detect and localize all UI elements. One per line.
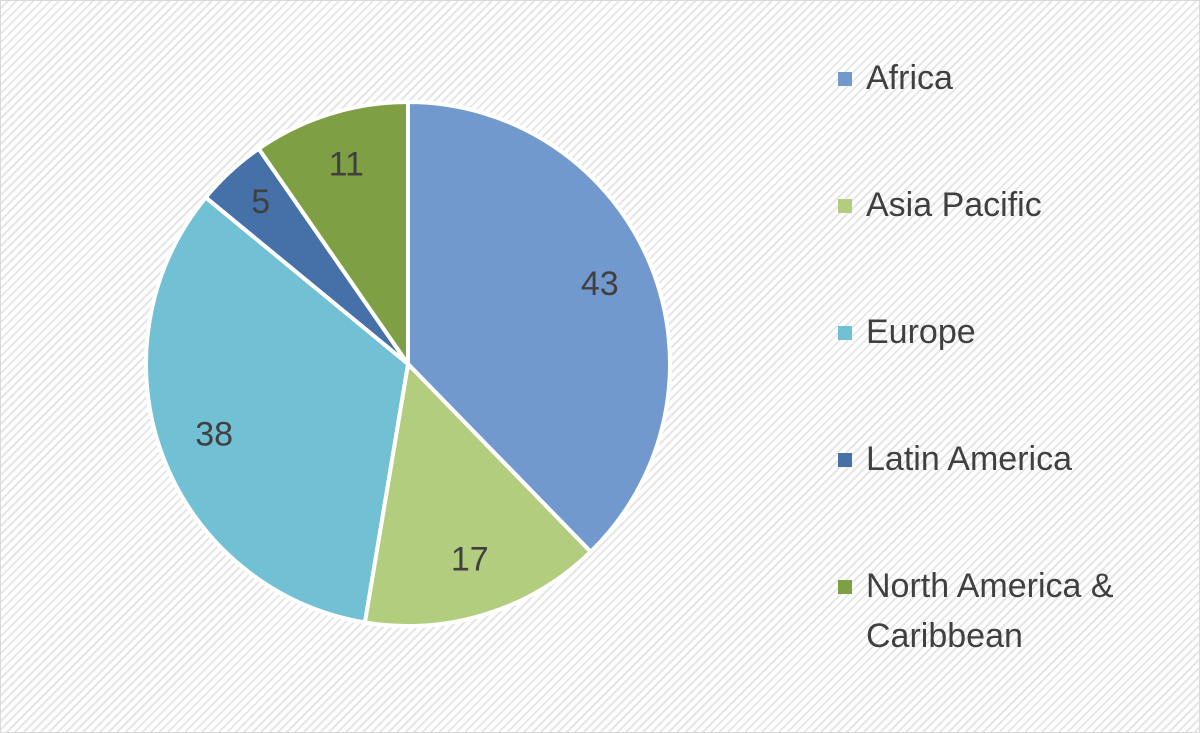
- data-label: 11: [329, 145, 364, 183]
- legend-swatch: [838, 326, 852, 340]
- data-label: 17: [451, 541, 489, 579]
- legend-item: Asia Pacific: [838, 180, 1158, 307]
- pie-slice: [362, 359, 594, 628]
- pie-slice: [144, 194, 411, 625]
- legend: Africa Asia Pacific Europe Latin America Nor…: [838, 53, 1158, 688]
- legend-item: Europe: [838, 307, 1158, 434]
- legend-swatch: [838, 72, 852, 86]
- legend-swatch: [838, 453, 852, 467]
- data-label: 38: [195, 416, 233, 454]
- legend-label: Latin America: [866, 440, 1072, 478]
- legend-label: Europe: [866, 313, 976, 351]
- legend-swatch: [838, 199, 852, 213]
- pie-slice: [406, 99, 672, 555]
- data-label: 5: [251, 183, 270, 221]
- legend-label: North America & Caribbean: [866, 567, 1114, 655]
- legend-label: Asia Pacific: [866, 186, 1042, 224]
- pie-slice: [255, 99, 410, 371]
- legend-item: North America & Caribbean: [838, 561, 1158, 688]
- legend-item: Latin America: [838, 434, 1158, 561]
- legend-item: Africa: [838, 53, 1158, 180]
- data-label: 43: [581, 265, 619, 303]
- legend-label: Africa: [866, 59, 953, 97]
- legend-swatch: [838, 580, 852, 594]
